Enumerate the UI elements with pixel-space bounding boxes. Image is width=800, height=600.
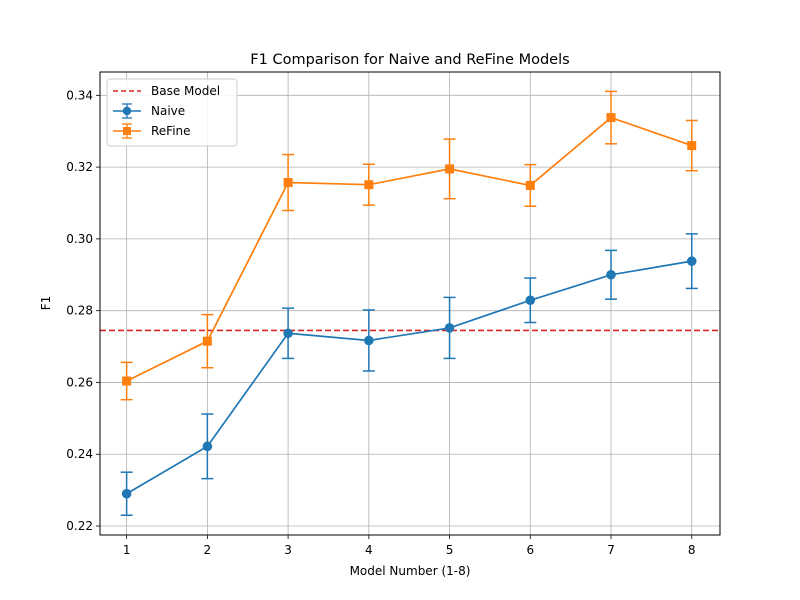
- y-tick-label: 0.30: [66, 232, 93, 246]
- naive-point: [686, 256, 697, 266]
- x-tick-label: 3: [284, 543, 292, 557]
- refine-point: [525, 180, 535, 190]
- legend-base-model-label: Base Model: [151, 84, 220, 98]
- legend-refine-label: ReFine: [151, 124, 191, 138]
- chart-title: F1 Comparison for Naive and ReFine Model…: [250, 52, 569, 68]
- naive-point: [364, 335, 374, 346]
- refine-point: [364, 180, 374, 190]
- naive-point: [444, 323, 455, 333]
- legend-naive-marker: [122, 106, 132, 116]
- y-tick-label: 0.34: [66, 88, 93, 102]
- x-tick-label: 1: [123, 543, 131, 557]
- y-tick-label: 0.24: [66, 447, 93, 461]
- tick-layer: 1 2 3 4 5 6 7 8 0.22 0.24 0.26 0.28 0.30 0.32 0.34: [66, 88, 695, 557]
- x-tick-label: 2: [204, 543, 212, 557]
- y-tick-label: 0.22: [66, 519, 93, 533]
- legend-refine-marker: [123, 127, 131, 135]
- naive-line: [126, 260, 692, 495]
- refine-point: [122, 376, 132, 386]
- x-axis-label: Model Number (1-8): [350, 564, 471, 578]
- legend-naive-label: Naive: [151, 104, 185, 118]
- refine-point: [606, 113, 616, 123]
- x-tick-label: 5: [446, 543, 454, 557]
- x-tick-label: 8: [688, 543, 696, 557]
- naive-series: [120, 233, 698, 517]
- y-axis-label: F1: [39, 296, 53, 311]
- x-tick-label: 7: [607, 543, 615, 557]
- y-tick-label: 0.26: [66, 375, 93, 389]
- naive-point: [202, 441, 213, 452]
- naive-point: [525, 295, 536, 306]
- refine-point: [283, 178, 293, 188]
- series-layer: [120, 90, 698, 517]
- plot-frame: [99, 71, 721, 536]
- legend-box: [106, 78, 238, 147]
- naive-point: [606, 269, 616, 280]
- refine-series: [120, 90, 698, 401]
- y-tick-label: 0.28: [66, 304, 93, 318]
- naive-point: [121, 488, 132, 499]
- x-tick-label: 4: [365, 543, 373, 557]
- refine-point: [202, 336, 212, 346]
- refine-line: [126, 116, 693, 382]
- refine-point: [687, 141, 697, 151]
- y-tick-label: 0.32: [66, 160, 93, 174]
- legend: Base Model Naive ReFine: [106, 78, 238, 147]
- refine-point: [445, 164, 455, 174]
- x-tick-label: 6: [526, 543, 534, 557]
- naive-point: [283, 328, 293, 339]
